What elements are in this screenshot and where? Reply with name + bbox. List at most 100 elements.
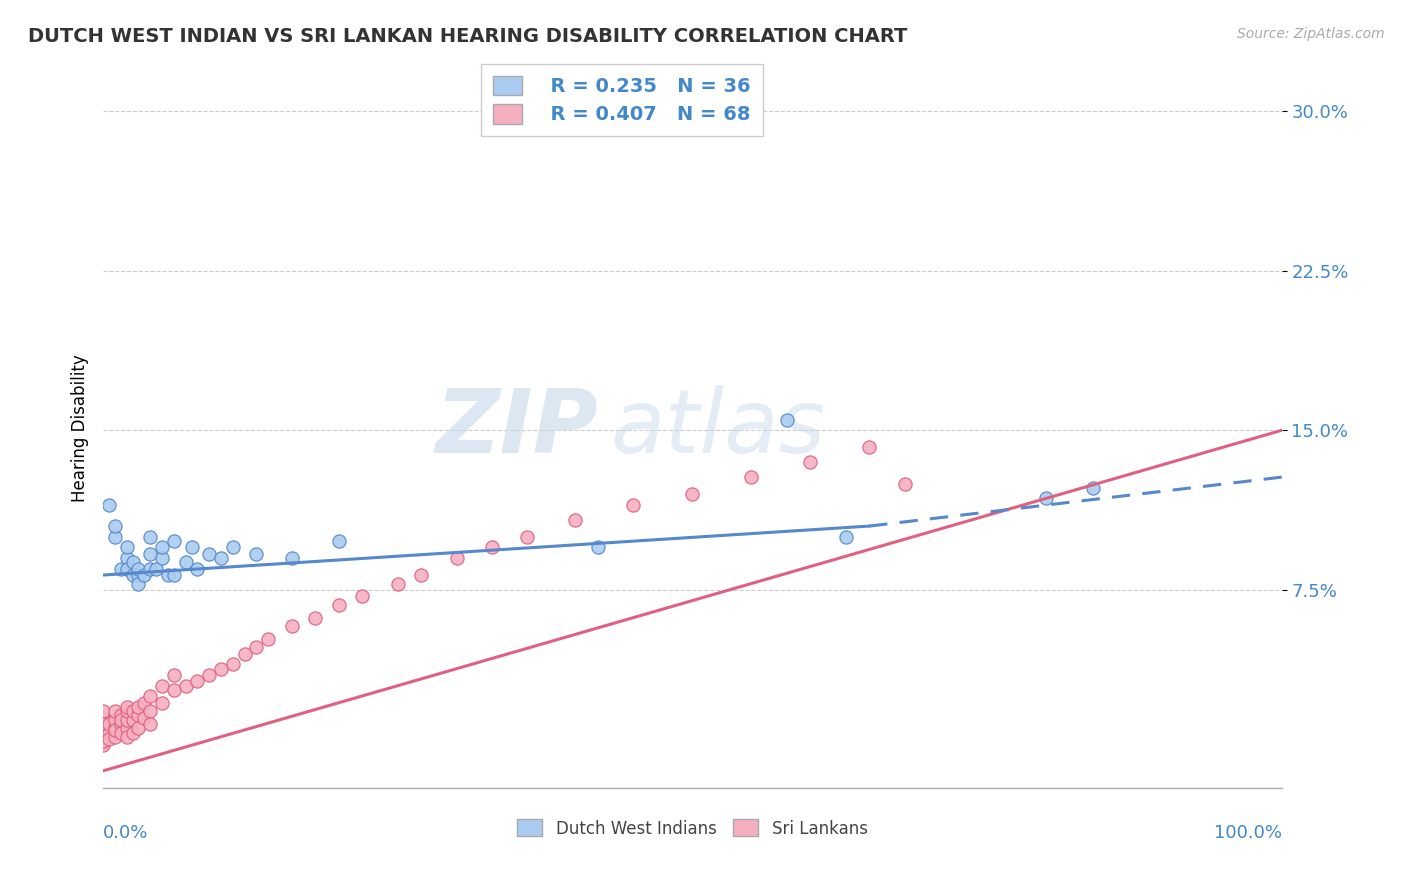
Point (121, 568, 143, 582)
Point (893, 476, 915, 491)
Point (91, 721, 114, 735)
Point (134, 696, 156, 710)
Point (91, 725, 114, 739)
Text: 0.0%: 0.0% (103, 824, 149, 842)
Text: 100.0%: 100.0% (1213, 824, 1282, 842)
Text: Source: ZipAtlas.com: Source: ZipAtlas.com (1237, 27, 1385, 41)
Point (127, 700, 149, 714)
Point (91, 717, 114, 731)
Point (134, 710, 156, 724)
Point (1035, 491, 1057, 506)
Point (139, 561, 162, 575)
Point (91, 717, 114, 731)
Text: ZIP: ZIP (436, 384, 598, 472)
Point (127, 721, 149, 735)
Point (98, 731, 121, 746)
Point (104, 723, 127, 738)
Point (387, 576, 409, 591)
Text: atlas: atlas (610, 385, 825, 471)
Point (115, 700, 138, 714)
Point (516, 530, 538, 544)
Point (98, 498, 121, 512)
Point (209, 551, 232, 566)
Point (91, 731, 114, 746)
Point (776, 412, 799, 426)
Point (186, 674, 208, 689)
Point (115, 704, 138, 718)
Point (127, 576, 149, 591)
Point (134, 568, 156, 582)
Point (104, 704, 127, 718)
Point (91, 734, 114, 748)
Point (186, 561, 208, 575)
Point (91, 730, 114, 744)
Point (98, 725, 121, 739)
Point (352, 590, 374, 604)
Point (180, 541, 202, 555)
Point (174, 555, 197, 569)
Point (127, 561, 149, 575)
Point (104, 713, 127, 727)
Point (91, 736, 114, 750)
Point (257, 632, 280, 646)
Point (446, 551, 468, 566)
Point (127, 568, 149, 582)
Point (121, 704, 143, 718)
Point (91, 710, 114, 724)
Point (121, 725, 143, 739)
Point (150, 541, 173, 555)
Point (304, 610, 326, 624)
Point (121, 555, 143, 569)
Point (481, 541, 503, 555)
Point (139, 717, 162, 731)
Point (564, 513, 586, 527)
Point (150, 679, 173, 693)
Point (328, 533, 350, 548)
Point (110, 561, 132, 575)
Point (222, 657, 245, 672)
Point (110, 717, 132, 731)
Point (163, 568, 186, 582)
Point (156, 568, 179, 582)
Point (121, 713, 143, 727)
Point (104, 730, 127, 744)
Point (139, 530, 162, 544)
Point (233, 647, 256, 661)
Point (681, 487, 703, 501)
Point (163, 682, 186, 697)
Point (110, 725, 132, 739)
Point (834, 530, 856, 544)
Point (91, 739, 114, 753)
Point (145, 561, 167, 575)
Point (115, 713, 138, 727)
Point (127, 708, 149, 723)
Point (198, 547, 221, 561)
Point (245, 547, 267, 561)
Point (104, 530, 127, 544)
Point (280, 551, 302, 566)
Point (104, 519, 127, 533)
Point (328, 598, 350, 612)
Point (139, 547, 162, 561)
Point (245, 640, 267, 655)
Point (115, 541, 138, 555)
Point (110, 713, 132, 727)
Point (411, 568, 433, 582)
Point (174, 679, 197, 693)
Point (115, 561, 138, 575)
Point (139, 704, 162, 718)
Point (1081, 481, 1104, 495)
Point (586, 541, 609, 555)
Point (222, 541, 245, 555)
Point (104, 721, 127, 735)
Point (98, 717, 121, 731)
Point (91, 723, 114, 738)
Point (209, 662, 232, 676)
Point (280, 619, 302, 633)
Text: DUTCH WEST INDIAN VS SRI LANKAN HEARING DISABILITY CORRELATION CHART: DUTCH WEST INDIAN VS SRI LANKAN HEARING … (28, 27, 907, 45)
Point (623, 498, 645, 512)
Point (91, 704, 114, 718)
Point (799, 455, 821, 469)
Legend: Dutch West Indians, Sri Lankans: Dutch West Indians, Sri Lankans (510, 813, 875, 844)
Y-axis label: Hearing Disability: Hearing Disability (72, 354, 89, 502)
